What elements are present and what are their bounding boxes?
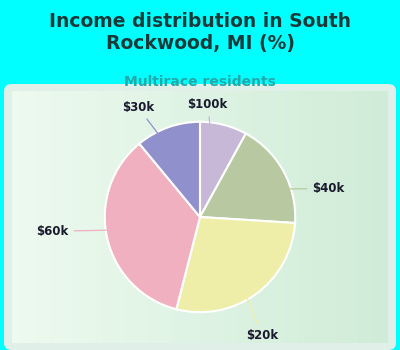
- FancyBboxPatch shape: [125, 91, 133, 343]
- FancyBboxPatch shape: [380, 91, 388, 343]
- FancyBboxPatch shape: [343, 91, 351, 343]
- FancyBboxPatch shape: [170, 91, 178, 343]
- Text: $60k: $60k: [36, 225, 142, 238]
- FancyBboxPatch shape: [20, 91, 28, 343]
- Wedge shape: [200, 134, 295, 223]
- FancyBboxPatch shape: [373, 91, 381, 343]
- FancyBboxPatch shape: [117, 91, 125, 343]
- FancyBboxPatch shape: [358, 91, 366, 343]
- FancyBboxPatch shape: [140, 91, 148, 343]
- FancyBboxPatch shape: [34, 91, 42, 343]
- FancyBboxPatch shape: [110, 91, 118, 343]
- FancyBboxPatch shape: [215, 91, 223, 343]
- FancyBboxPatch shape: [320, 91, 328, 343]
- FancyBboxPatch shape: [328, 91, 336, 343]
- Text: Multirace residents: Multirace residents: [124, 75, 276, 89]
- FancyBboxPatch shape: [208, 91, 216, 343]
- FancyBboxPatch shape: [230, 91, 238, 343]
- Text: Income distribution in South
Rockwood, MI (%): Income distribution in South Rockwood, M…: [49, 12, 351, 53]
- FancyBboxPatch shape: [72, 91, 80, 343]
- FancyBboxPatch shape: [50, 91, 58, 343]
- FancyBboxPatch shape: [178, 91, 185, 343]
- FancyBboxPatch shape: [350, 91, 358, 343]
- FancyBboxPatch shape: [305, 91, 313, 343]
- FancyBboxPatch shape: [238, 91, 246, 343]
- FancyBboxPatch shape: [12, 91, 20, 343]
- FancyBboxPatch shape: [313, 91, 321, 343]
- Text: $40k: $40k: [253, 182, 345, 195]
- Wedge shape: [105, 144, 200, 309]
- Wedge shape: [200, 122, 246, 217]
- Wedge shape: [176, 217, 295, 312]
- FancyBboxPatch shape: [185, 91, 193, 343]
- FancyBboxPatch shape: [80, 91, 88, 343]
- FancyBboxPatch shape: [65, 91, 72, 343]
- FancyBboxPatch shape: [42, 91, 50, 343]
- FancyBboxPatch shape: [147, 91, 155, 343]
- FancyBboxPatch shape: [253, 91, 260, 343]
- FancyBboxPatch shape: [162, 91, 170, 343]
- FancyBboxPatch shape: [268, 91, 276, 343]
- FancyBboxPatch shape: [260, 91, 268, 343]
- FancyBboxPatch shape: [132, 91, 140, 343]
- Text: $30k: $30k: [122, 101, 179, 161]
- Text: $20k: $20k: [234, 266, 278, 343]
- FancyBboxPatch shape: [283, 91, 291, 343]
- FancyBboxPatch shape: [290, 91, 298, 343]
- FancyBboxPatch shape: [27, 91, 35, 343]
- FancyBboxPatch shape: [95, 91, 103, 343]
- FancyBboxPatch shape: [298, 91, 306, 343]
- FancyBboxPatch shape: [57, 91, 65, 343]
- FancyBboxPatch shape: [87, 91, 95, 343]
- FancyBboxPatch shape: [155, 91, 163, 343]
- FancyBboxPatch shape: [4, 84, 396, 350]
- FancyBboxPatch shape: [245, 91, 253, 343]
- Text: $100k: $100k: [188, 98, 228, 159]
- FancyBboxPatch shape: [335, 91, 343, 343]
- FancyBboxPatch shape: [192, 91, 200, 343]
- Wedge shape: [139, 122, 200, 217]
- FancyBboxPatch shape: [102, 91, 110, 343]
- FancyBboxPatch shape: [200, 91, 208, 343]
- FancyBboxPatch shape: [275, 91, 283, 343]
- FancyBboxPatch shape: [222, 91, 230, 343]
- FancyBboxPatch shape: [366, 91, 373, 343]
